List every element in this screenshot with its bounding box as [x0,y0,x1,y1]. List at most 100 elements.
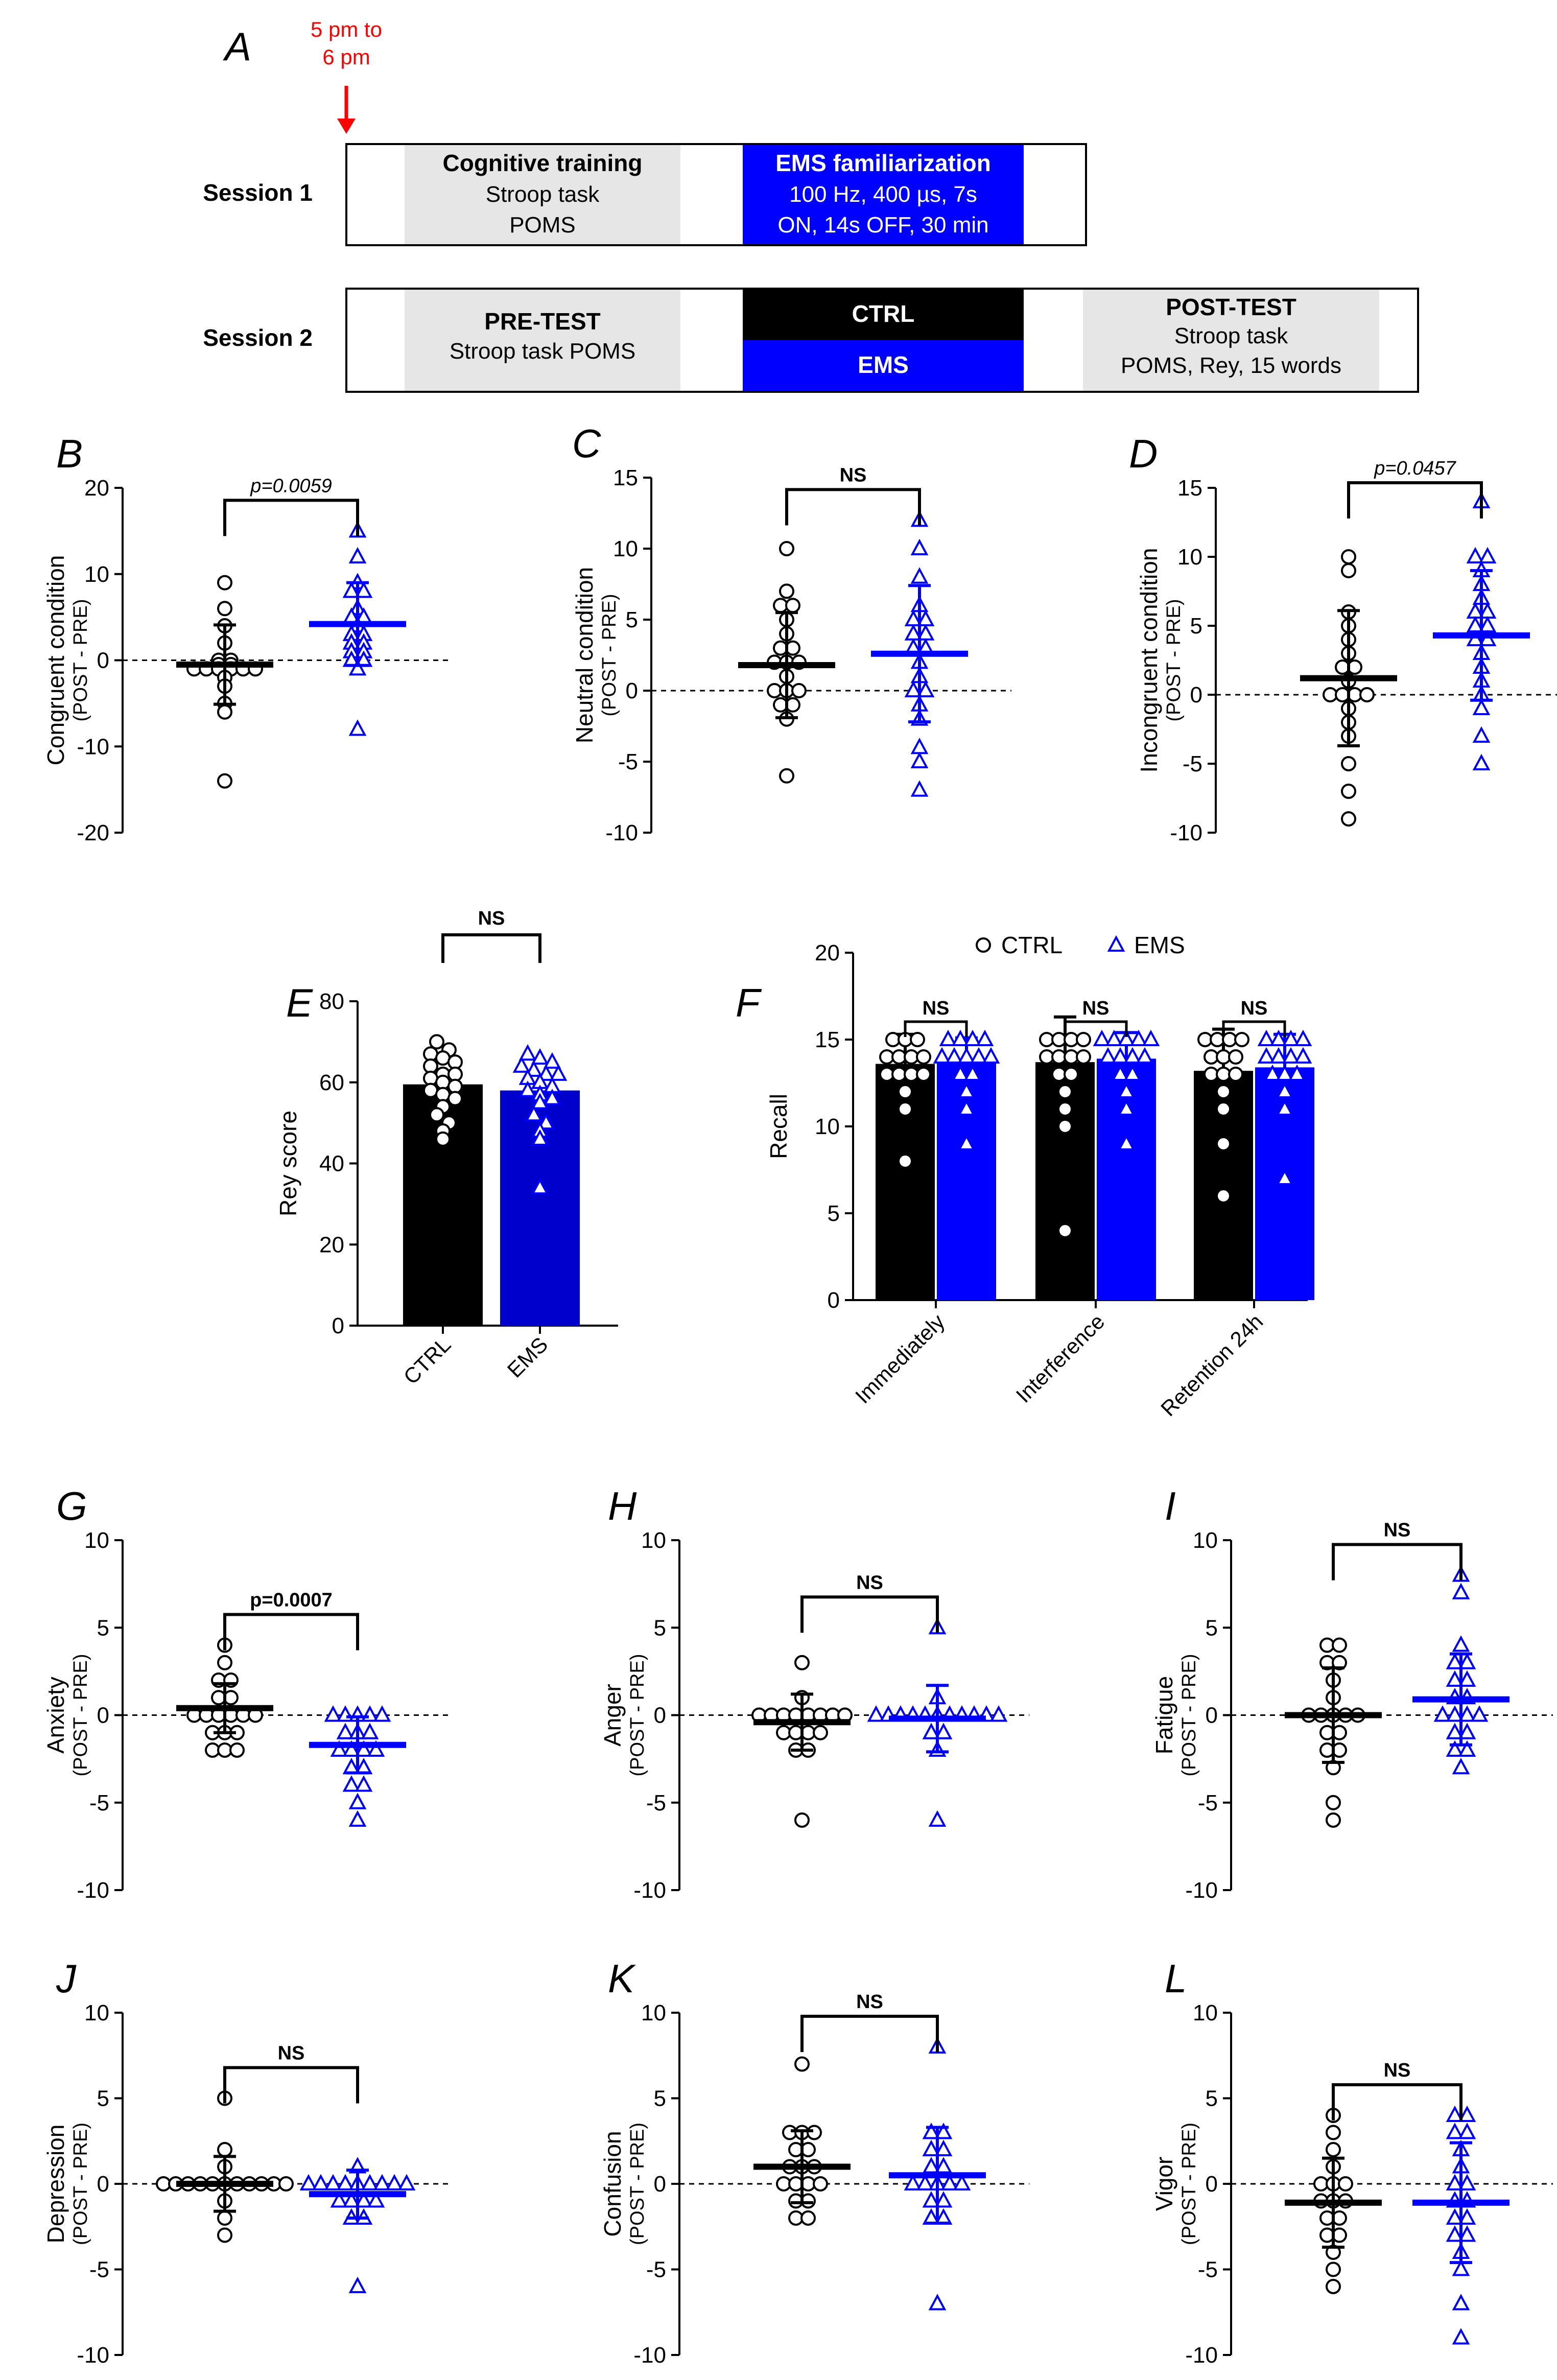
y-tick-label: -10 [1185,1878,1218,1903]
y-tick-label: 5 [654,2086,666,2111]
panel-i-chart: I 10 5 0 -5 -10 Fatigue (POST - PRE) NS [1151,1483,1553,1903]
bar-ems-1 [1097,1058,1156,1300]
data-point-ems [1294,1047,1312,1064]
ems-familiarization-title: EMS familiarization [775,150,991,176]
panel-f-chart: F 20 15 10 5 0 Recall CTRL EMS Immediately NS Inter… [736,932,1314,1421]
data-point-ems [904,2174,922,2190]
data-point-ctrl [217,2210,232,2226]
data-point-ems [537,1064,555,1081]
significance-bracket [800,2015,939,2052]
significance-label: NS [840,464,867,486]
data-point-ems [518,1044,537,1061]
y-tick-label: -5 [1198,1790,1218,1816]
data-point-ems [957,1047,976,1064]
y-tick-label: 10 [641,1528,666,1553]
data-point-ems [989,1705,1008,1722]
y-tick-label: -10 [1185,2343,1218,2368]
data-point-ems [910,737,929,755]
data-point-ems [531,1129,549,1146]
y-tick-label: -10 [605,820,638,845]
y-axis-label: Congruent condition [42,555,69,766]
data-point-ems [373,1705,391,1722]
y-tick-label: 15 [815,1027,840,1052]
y-axis-label-unit: (POST - PRE) [627,2123,648,2245]
data-point-ems [531,1093,549,1110]
data-point-ctrl [217,575,232,591]
series-ems [1412,2105,1509,2345]
data-point-ems [1446,1740,1464,1757]
data-point-ems [348,1810,367,1827]
y-tick-label: 5 [97,2086,109,2111]
series-ems [889,2037,986,2311]
significance-label: NS [856,1572,883,1593]
series-ems [309,1705,406,1827]
significance-bracket [1347,481,1483,519]
data-point-ctrl [1076,1032,1091,1047]
y-axis-label: Anger [599,1684,626,1747]
y-axis-label-unit: (POST - PRE) [1178,2123,1200,2245]
data-point-ems [957,1099,976,1116]
data-point-ctrl [916,1049,931,1065]
data-point-ems [976,1029,994,1046]
y-tick-label: 10 [84,1528,109,1553]
data-point-ems [1117,1081,1136,1098]
data-point-ems [982,1047,1000,1064]
data-point-ems [928,2294,947,2311]
data-point-ctrl [779,541,794,556]
data-point-ctrl [1326,1795,1341,1810]
data-point-ems [373,2174,391,2190]
data-point-ctrl [429,1034,444,1050]
y-tick-label: -10 [77,734,109,759]
data-point-ctrl [217,1655,232,1670]
y-tick-label: 5 [654,1615,666,1640]
data-point-ems [1458,2225,1476,2242]
data-point-ems [355,1775,373,1792]
y-tick-label: 0 [626,678,638,703]
data-point-ctrl [1057,1223,1073,1238]
data-point-ctrl [1228,1067,1243,1082]
data-point-ems [1452,2328,1470,2345]
data-point-ems [361,1705,379,1722]
significance-bracket [1332,1543,1462,1581]
series-ems [1412,1565,1509,1775]
panel-label-i: I [1165,1483,1176,1528]
significance-label: NS [478,908,505,929]
x-category-label: Immediately [851,1309,949,1408]
y-axis-label: Depression [42,2125,69,2244]
data-point-ems [1276,1081,1294,1098]
data-point-ctrl [1076,1049,1091,1065]
data-point-ems [1269,1047,1288,1064]
data-point-ctrl [898,1153,913,1169]
data-point-ems [348,1793,367,1809]
data-point-ems [1478,547,1497,563]
panel-j-chart: J 10 5 0 -5 -10 Depression (POST - PRE) NS [42,1956,450,2368]
data-point-ems [355,2191,373,2208]
y-tick-label: 15 [1177,476,1202,501]
y-tick-label: 20 [319,1232,344,1257]
y-tick-label: 0 [1190,682,1202,708]
significance-label: NS [1082,998,1110,1019]
data-point-ems [1470,1705,1489,1722]
data-point-ems [1117,1029,1136,1046]
y-tick-label: -5 [89,1790,109,1816]
data-point-ctrl [1216,1084,1231,1099]
ems-familiarization-block [743,145,1024,244]
ctrl-condition-block [743,290,1024,340]
data-point-ctrl [898,1084,913,1099]
cognitive-training-block [405,145,680,244]
significance-label: NS [923,998,950,1019]
data-point-ems [1093,1029,1111,1046]
panel-l-chart: L10 5 0 -5 -10 Vigor (POST - PRE) NS [1151,1956,1553,2368]
data-point-ems [1466,629,1484,646]
data-point-ctrl [785,598,800,614]
ems-familiarization-line2: ON, 14s OFF, 30 min [777,213,988,238]
legend-ctrl-marker [976,937,991,953]
data-point-ctrl [794,2056,810,2072]
data-point-ems [1452,1758,1470,1775]
time-annotation-line2: 6 pm [322,45,370,69]
data-point-ems [1458,2105,1476,2122]
y-axis-label: Rey score [275,1111,301,1216]
data-point-ems [1458,2123,1476,2139]
posttest-title: POST-TEST [1166,294,1296,320]
y-tick-label: 0 [332,1313,344,1338]
